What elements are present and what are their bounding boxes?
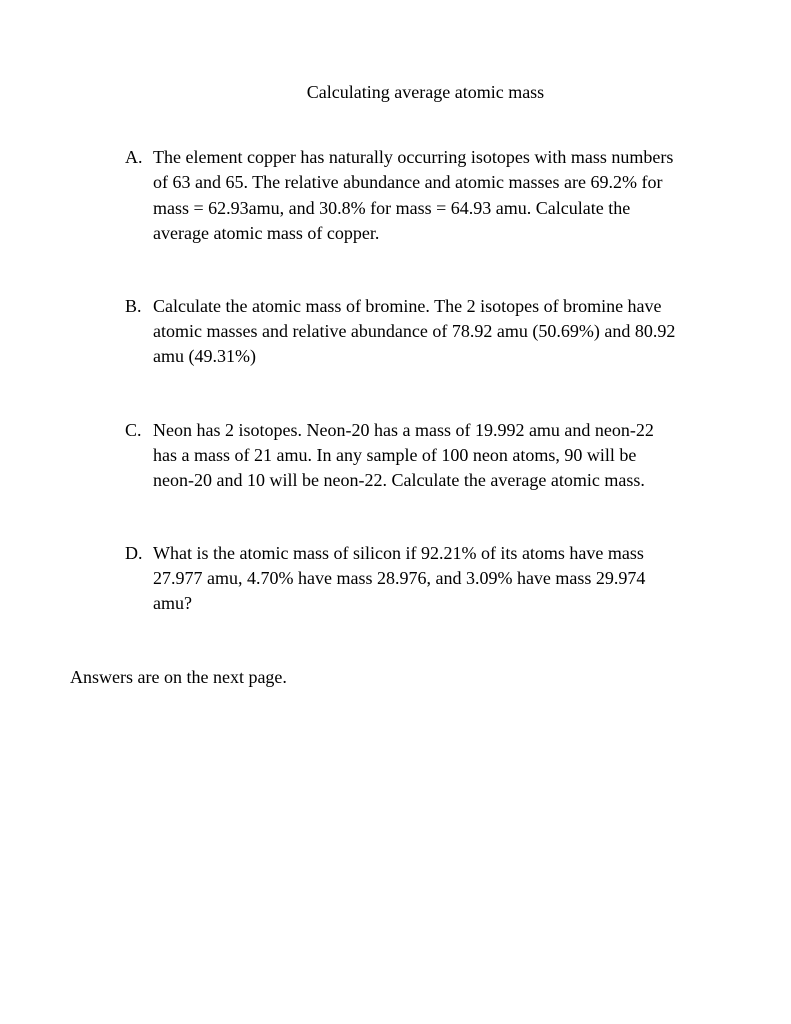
problem-b: B. Calculate the atomic mass of bromine.…	[125, 294, 681, 370]
page-title: Calculating average atomic mass	[150, 80, 701, 105]
problem-text: Calculate the atomic mass of bromine. Th…	[153, 294, 681, 370]
problems-list: A. The element copper has naturally occu…	[125, 145, 681, 616]
problem-letter: B.	[125, 294, 153, 370]
problem-d: D. What is the atomic mass of silicon if…	[125, 541, 681, 617]
problem-letter: A.	[125, 145, 153, 246]
problem-text: What is the atomic mass of silicon if 92…	[153, 541, 681, 617]
footer-note: Answers are on the next page.	[70, 665, 681, 690]
problem-c: C. Neon has 2 isotopes. Neon-20 has a ma…	[125, 418, 681, 494]
problem-text: Neon has 2 isotopes. Neon-20 has a mass …	[153, 418, 681, 494]
problem-letter: C.	[125, 418, 153, 494]
problem-a: A. The element copper has naturally occu…	[125, 145, 681, 246]
problem-text: The element copper has naturally occurri…	[153, 145, 681, 246]
problem-letter: D.	[125, 541, 153, 617]
